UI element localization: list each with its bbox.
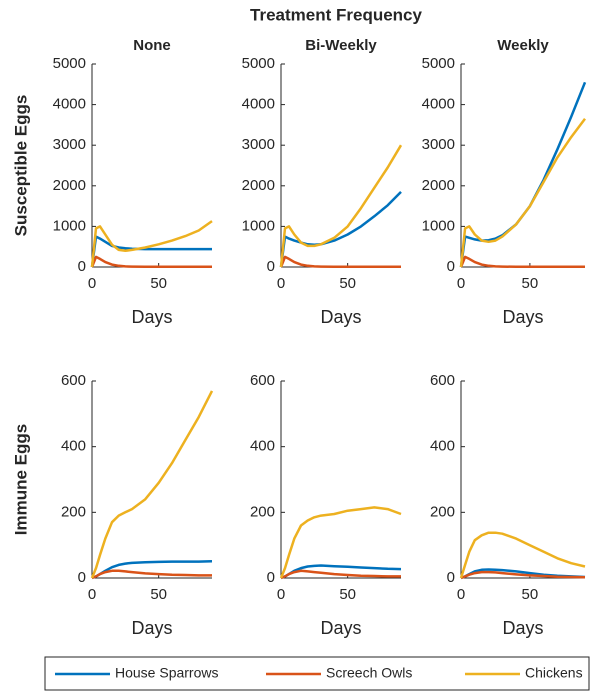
y-tick-label: 4000: [422, 96, 455, 113]
series-line: [459, 118, 586, 268]
subplot-title: None: [133, 37, 171, 54]
y-tick-label: 0: [267, 569, 275, 586]
series-line: [280, 569, 401, 580]
series-line: [460, 570, 586, 580]
x-tick-label: 50: [339, 586, 356, 603]
y-tick-label: 200: [61, 503, 86, 520]
subplot-title: Weekly: [497, 37, 549, 54]
series-line: [459, 255, 585, 269]
series-line: [90, 390, 214, 579]
y-tick-label: 0: [447, 569, 455, 586]
series-line: [279, 255, 401, 269]
legend-label: House Sparrows: [115, 665, 219, 681]
y-tick-label: 1000: [242, 217, 275, 234]
y-tick-label: 200: [250, 503, 275, 520]
y-tick-label: 400: [61, 438, 86, 455]
figure-title: Treatment Frequency: [250, 5, 422, 24]
series-line: [279, 144, 403, 268]
x-tick-label: 50: [339, 275, 356, 292]
y-tick-label: 5000: [53, 55, 86, 72]
y-tick-label: 5000: [422, 55, 455, 72]
y-tick-label: 2000: [422, 177, 455, 194]
series-line: [459, 81, 587, 268]
y-tick-label: 3000: [422, 136, 455, 153]
x-tick-label: 50: [522, 275, 539, 292]
series-line: [91, 569, 212, 580]
y-tick-label: 200: [430, 503, 455, 520]
series-line: [90, 235, 212, 268]
y-tick-label: 0: [78, 258, 86, 275]
y-tick-label: 600: [61, 372, 86, 389]
series-line: [279, 506, 402, 579]
y-tick-label: 2000: [53, 177, 86, 194]
x-axis-label: Days: [320, 307, 361, 327]
series-line: [279, 191, 402, 268]
x-tick-label: 0: [88, 275, 96, 292]
y-tick-label: 5000: [242, 55, 275, 72]
x-axis-label: Days: [502, 307, 543, 327]
y-tick-label: 3000: [242, 136, 275, 153]
x-axis-label: Days: [320, 618, 361, 638]
y-axis-label: Immune Eggs: [11, 424, 30, 535]
series-line: [90, 255, 212, 269]
y-tick-label: 600: [430, 372, 455, 389]
y-tick-label: 1000: [53, 217, 86, 234]
x-tick-label: 0: [457, 275, 465, 292]
legend-label: Chickens: [525, 665, 583, 681]
y-tick-label: 600: [250, 372, 275, 389]
series-line: [90, 220, 213, 268]
y-tick-label: 0: [267, 258, 275, 275]
y-tick-label: 4000: [242, 96, 275, 113]
y-tick-label: 0: [447, 258, 455, 275]
x-tick-label: 50: [522, 586, 539, 603]
x-tick-label: 0: [277, 586, 285, 603]
y-tick-label: 2000: [242, 177, 275, 194]
legend-label: Screech Owls: [326, 665, 412, 681]
x-tick-label: 0: [88, 586, 96, 603]
x-axis-label: Days: [131, 307, 172, 327]
x-tick-label: 50: [150, 586, 167, 603]
y-tick-label: 4000: [53, 96, 86, 113]
x-tick-label: 50: [150, 275, 167, 292]
y-axis-label: Susceptible Eggs: [11, 95, 30, 237]
subplot-title: Bi-Weekly: [305, 37, 377, 54]
x-axis-label: Days: [502, 618, 543, 638]
y-tick-label: 1000: [422, 217, 455, 234]
y-tick-label: 0: [78, 569, 86, 586]
x-axis-label: Days: [131, 618, 172, 638]
y-tick-label: 400: [430, 438, 455, 455]
y-tick-label: 3000: [53, 136, 86, 153]
y-tick-label: 400: [250, 438, 275, 455]
x-tick-label: 0: [457, 586, 465, 603]
series-line: [459, 531, 586, 579]
x-tick-label: 0: [277, 275, 285, 292]
